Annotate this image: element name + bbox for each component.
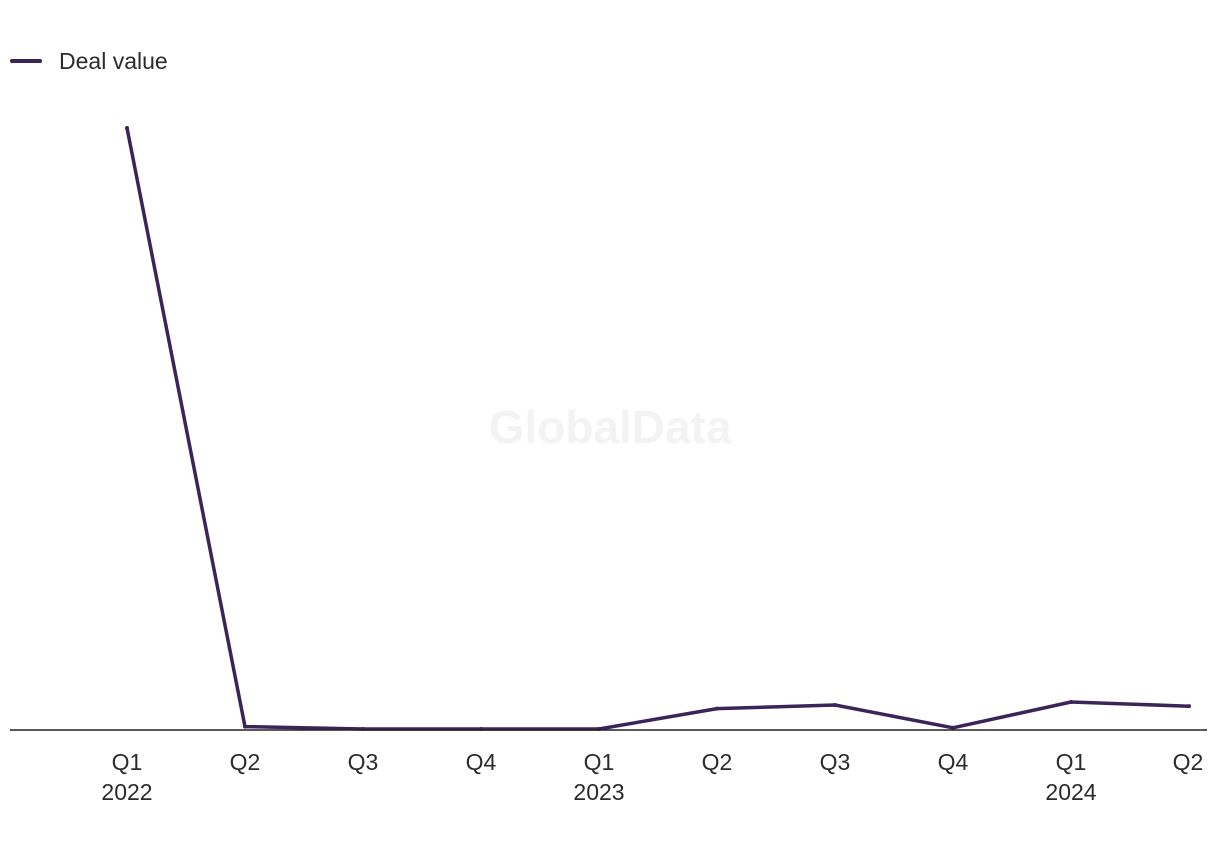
- x-tick-label: Q2: [1173, 749, 1204, 775]
- data-point: [243, 724, 247, 729]
- data-point: [125, 126, 129, 130]
- x-tick-label: Q1: [584, 749, 615, 775]
- data-point: [1187, 704, 1191, 709]
- x-tick-label: Q1: [112, 749, 143, 775]
- x-tick-label: Q2: [230, 749, 261, 775]
- x-tick-label: Q2: [702, 749, 733, 775]
- x-tick-label: Q3: [348, 749, 379, 775]
- data-point: [715, 706, 719, 711]
- data-point: [833, 702, 837, 707]
- x-tick-label: Q1: [1056, 749, 1087, 775]
- watermark: GlobalData: [489, 401, 732, 453]
- x-tick-year-label: 2024: [1045, 779, 1096, 805]
- legend-swatch: [10, 59, 42, 63]
- x-tick-label: Q4: [466, 749, 497, 775]
- x-tick-year-label: 2023: [573, 779, 624, 805]
- data-point: [1069, 699, 1073, 704]
- data-point: [951, 725, 955, 730]
- series-line-0: [125, 127, 1190, 731]
- legend-label: Deal value: [59, 47, 168, 74]
- legend: Deal value: [10, 46, 168, 76]
- x-tick-year-label: 2022: [101, 779, 152, 805]
- x-tick-label: Q4: [938, 749, 969, 775]
- x-axis-ticks: Q1 2022 Q2 Q3 Q4 Q1 2023 Q2 Q3 Q4 Q1 2024 Q2: [101, 749, 1203, 805]
- x-tick-label: Q3: [820, 749, 851, 775]
